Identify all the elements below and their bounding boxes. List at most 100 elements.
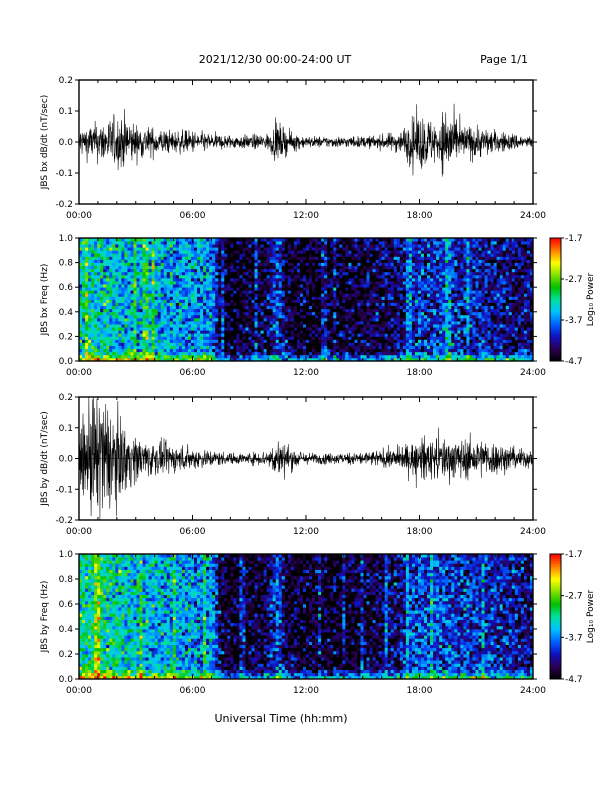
spectrogram-cell (194, 357, 198, 362)
spectrogram-cell (387, 287, 392, 291)
spectrogram-cell (430, 265, 434, 270)
spectrogram-cell (405, 339, 410, 343)
spectrogram-cell (287, 357, 292, 362)
spectrogram-cell (430, 327, 434, 331)
spectrogram-cell (351, 274, 355, 279)
spectrogram-cell (417, 311, 422, 316)
spectrogram-cell (448, 277, 452, 282)
spectrogram-cell (284, 247, 289, 251)
spectrogram-cell (218, 354, 222, 359)
spectrogram-cell (106, 284, 110, 288)
spectrogram-cell (414, 336, 419, 340)
spectrogram-cell (290, 238, 295, 242)
spectrogram-cell (82, 342, 86, 346)
spectrogram-cell (339, 238, 343, 242)
spectrogram-cell (366, 351, 370, 356)
spectrogram-cell (172, 348, 177, 353)
spectrogram-cell (230, 271, 234, 276)
spectrogram-cell (345, 311, 349, 316)
spectrogram-cell (130, 271, 134, 276)
spectrogram-cell (436, 253, 440, 257)
spectrogram-cell (106, 327, 110, 331)
spectrogram-cell (427, 324, 431, 328)
spectrogram-cell (200, 274, 204, 279)
spectrogram-cell (248, 342, 252, 346)
spectrogram-cell (166, 238, 171, 242)
spectrogram-cell (169, 339, 174, 343)
spectrogram-cell (200, 250, 204, 254)
spectrogram-cell (172, 281, 177, 285)
spectrogram-cell (263, 293, 268, 297)
spectrogram-cell (309, 354, 313, 359)
spectrogram-cell (272, 238, 277, 242)
spectrogram-cell (360, 253, 364, 257)
spectrogram-cell (278, 290, 283, 294)
spectrogram-cell (357, 321, 361, 325)
spectrogram-cell (405, 293, 410, 297)
spectrogram-cell (212, 317, 216, 322)
spectrogram-cell (169, 284, 174, 288)
spectrogram-cell (163, 296, 168, 300)
spectrogram-cell (175, 354, 180, 359)
spectrogram-cell (239, 250, 243, 254)
spectrogram-cell (166, 277, 171, 282)
spectrogram-cell (166, 357, 171, 362)
spectrogram-cell (160, 305, 165, 310)
spectrogram-cell (133, 293, 137, 297)
spectrogram-cell (336, 296, 340, 300)
spectrogram-cell (197, 327, 201, 331)
spectrogram-cell (309, 305, 313, 310)
spectrogram-cell (227, 324, 231, 328)
spectrogram-cell (427, 259, 431, 263)
spectrogram-cell (151, 302, 156, 306)
spectrogram-cell (175, 324, 180, 328)
spectrogram-cell (293, 293, 298, 297)
spectrogram-cell (269, 262, 274, 267)
spectrogram-cell (221, 311, 225, 316)
spectrogram-cell (411, 281, 416, 285)
spectrogram-cell (248, 284, 252, 288)
spectrogram-cell (145, 314, 149, 319)
spectrogram-cell (309, 244, 313, 248)
spectrogram-cell (375, 345, 379, 350)
spectrogram-cell (315, 314, 319, 319)
spectrogram-cell (260, 339, 264, 343)
spectrogram-cell (369, 259, 373, 263)
spectrogram-cell (405, 302, 410, 306)
spectrogram-cell (424, 244, 428, 248)
spectrogram-cell (330, 256, 334, 260)
spectrogram-cell (118, 259, 122, 263)
spectrogram-cell (290, 281, 295, 285)
spectrogram-cell (178, 244, 183, 248)
spectrogram-cell (200, 247, 204, 251)
spectrogram-cell (348, 281, 352, 285)
spectrogram-cell (433, 268, 437, 273)
spectrogram-cell (88, 342, 92, 346)
spectrogram-cell (142, 293, 146, 297)
spectrogram-cell (333, 250, 337, 254)
spectrogram-cell (79, 296, 83, 300)
spectrogram-cell (396, 271, 401, 276)
spectrogram-cell (439, 277, 443, 282)
spectrogram-cell (284, 253, 289, 257)
spectrogram-cell (115, 241, 119, 245)
spectrogram-cell (106, 265, 110, 270)
spectrogram-cell (269, 324, 274, 328)
spectrogram-cell (197, 351, 201, 356)
spectrogram-cell (209, 293, 213, 297)
spectrogram-cell (254, 311, 258, 316)
spectrogram-cell (148, 274, 152, 279)
spectrogram-cell (424, 357, 428, 362)
spectrogram-cell (245, 327, 249, 331)
spectrogram-cell (112, 305, 116, 310)
spectrogram-cell (302, 354, 307, 359)
spectrogram-cell (381, 241, 386, 245)
spectrogram-cell (151, 256, 156, 260)
spectrogram-cell (175, 253, 180, 257)
spectrogram-cell (408, 268, 413, 273)
spectrogram-cell (260, 302, 264, 306)
spectrogram-cell (160, 259, 165, 263)
spectrogram-cell (197, 241, 201, 245)
spectrogram-cell (269, 351, 274, 356)
spectrogram-cell (139, 333, 143, 337)
